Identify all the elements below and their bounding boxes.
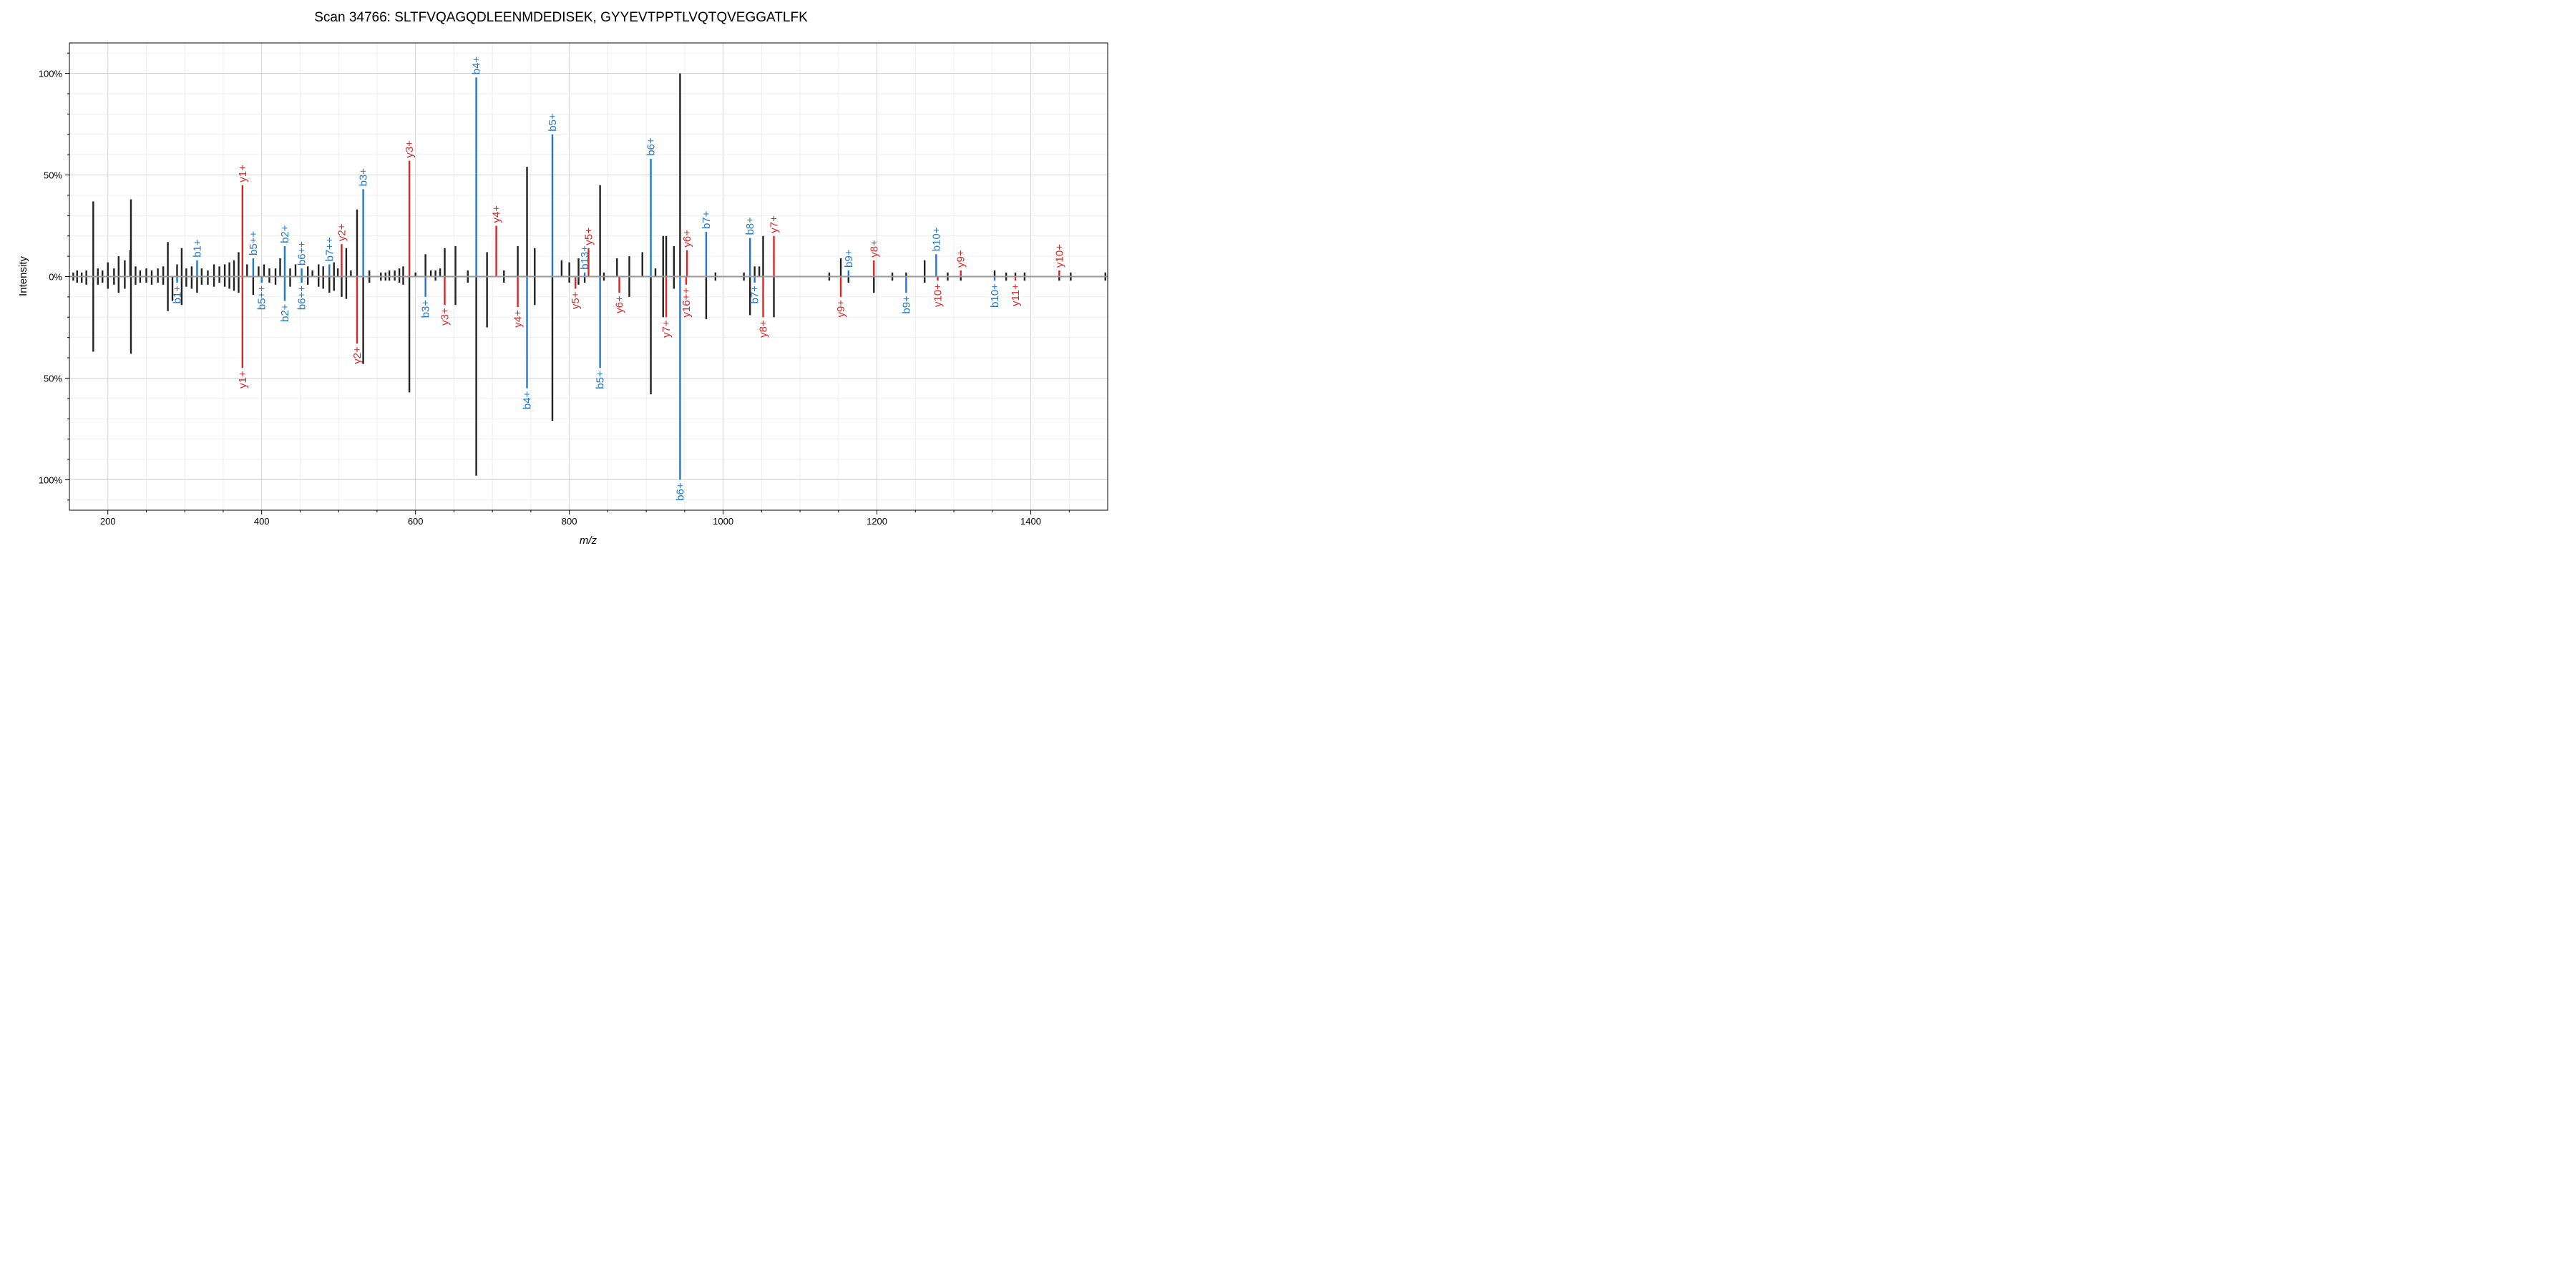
peak-label: y4+ [491, 205, 503, 223]
peak-label: y5+ [583, 228, 595, 245]
peak-label: y7+ [660, 320, 673, 338]
peak-label: y8+ [757, 320, 769, 338]
peak-label: y5+ [570, 291, 582, 309]
y-tick-label: 50% [44, 373, 62, 384]
peak-label: y6+ [613, 296, 625, 313]
peak-label: y2+ [336, 223, 348, 241]
x-tick-label: 600 [408, 516, 424, 527]
peak-label: b5+ [547, 113, 559, 132]
peak-label: b10+ [930, 227, 942, 251]
peak-label: b3+ [420, 300, 432, 318]
peak-label: y16++ [680, 288, 693, 318]
y-axis-label: Intensity [17, 256, 29, 296]
y-tick-label: 100% [39, 69, 63, 79]
x-tick-label: 400 [254, 516, 270, 527]
x-tick-label: 200 [100, 516, 116, 527]
peaks: b1+y1+b5++ b2+b6++ b7++y2+b3+y3+b4+y4+b5+b… [69, 57, 1108, 501]
peak-label: y11+ [1010, 283, 1022, 306]
peak-label: y2+ [351, 346, 364, 364]
peak-label: y9+ [955, 250, 967, 268]
peak-label: b4+ [471, 57, 483, 75]
axes: 200 400 600 800 1000 1200 1400 100% 50% 0% 50% 100% [39, 42, 1108, 527]
peak-label: y1+ [237, 165, 249, 182]
peak-label: b6++ [296, 286, 308, 310]
chart-title: Scan 34766: SLTFVQAGQDLEENMDEDISEK, GYYE… [314, 10, 808, 25]
y-tick-label: 100% [39, 474, 63, 485]
peak-label: b6++ [296, 241, 308, 265]
peak-label: y3+ [439, 308, 452, 326]
peak-label: y10+ [932, 283, 944, 307]
peak-label: b2+ [279, 225, 291, 243]
x-tick-label: 1400 [1020, 516, 1041, 527]
peak-label: y10+ [1053, 244, 1065, 268]
peak-label: y7+ [769, 215, 781, 233]
peak-label: b6+ [674, 482, 686, 501]
peak-label: y1+ [237, 371, 249, 389]
peak-label: y9+ [835, 300, 847, 318]
mirror-spectrum-chart: Scan 34766: SLTFVQAGQDLEENMDEDISEK, GYYE… [17, 10, 1108, 547]
peak-label: y4+ [512, 310, 525, 328]
peak-label: b7+ [701, 210, 713, 229]
peak-label: b5++ [248, 231, 260, 255]
peak-label: b6+ [645, 137, 658, 156]
x-tick-label: 1000 [713, 516, 733, 527]
x-tick-label: 1200 [867, 516, 887, 527]
peak-label: y8+ [868, 240, 880, 258]
peak-label: b9+ [900, 296, 912, 314]
peak-label: b8+ [744, 217, 756, 235]
y-tick-label: 50% [44, 170, 62, 181]
peak-label: b7+ [749, 286, 761, 304]
peak-label: b10+ [989, 283, 1001, 308]
peak-label: b3+ [358, 168, 370, 187]
y-tick-label: 0% [49, 272, 62, 283]
peak-label: b9+ [843, 249, 855, 268]
peak-label: b1+ [171, 286, 183, 304]
x-tick-label: 800 [562, 516, 577, 527]
x-axis-label: m/z [580, 535, 597, 547]
peak-label: b4+ [522, 391, 534, 409]
peak-label: b5++ [256, 286, 268, 310]
peak-label: y6+ [681, 230, 693, 248]
peak-label: b5+ [595, 371, 607, 389]
peak-label: b2+ [279, 303, 291, 322]
peak-label: y3+ [404, 140, 416, 158]
peak-label: b1+ [191, 239, 203, 258]
peak-label: b7++ [323, 237, 336, 261]
